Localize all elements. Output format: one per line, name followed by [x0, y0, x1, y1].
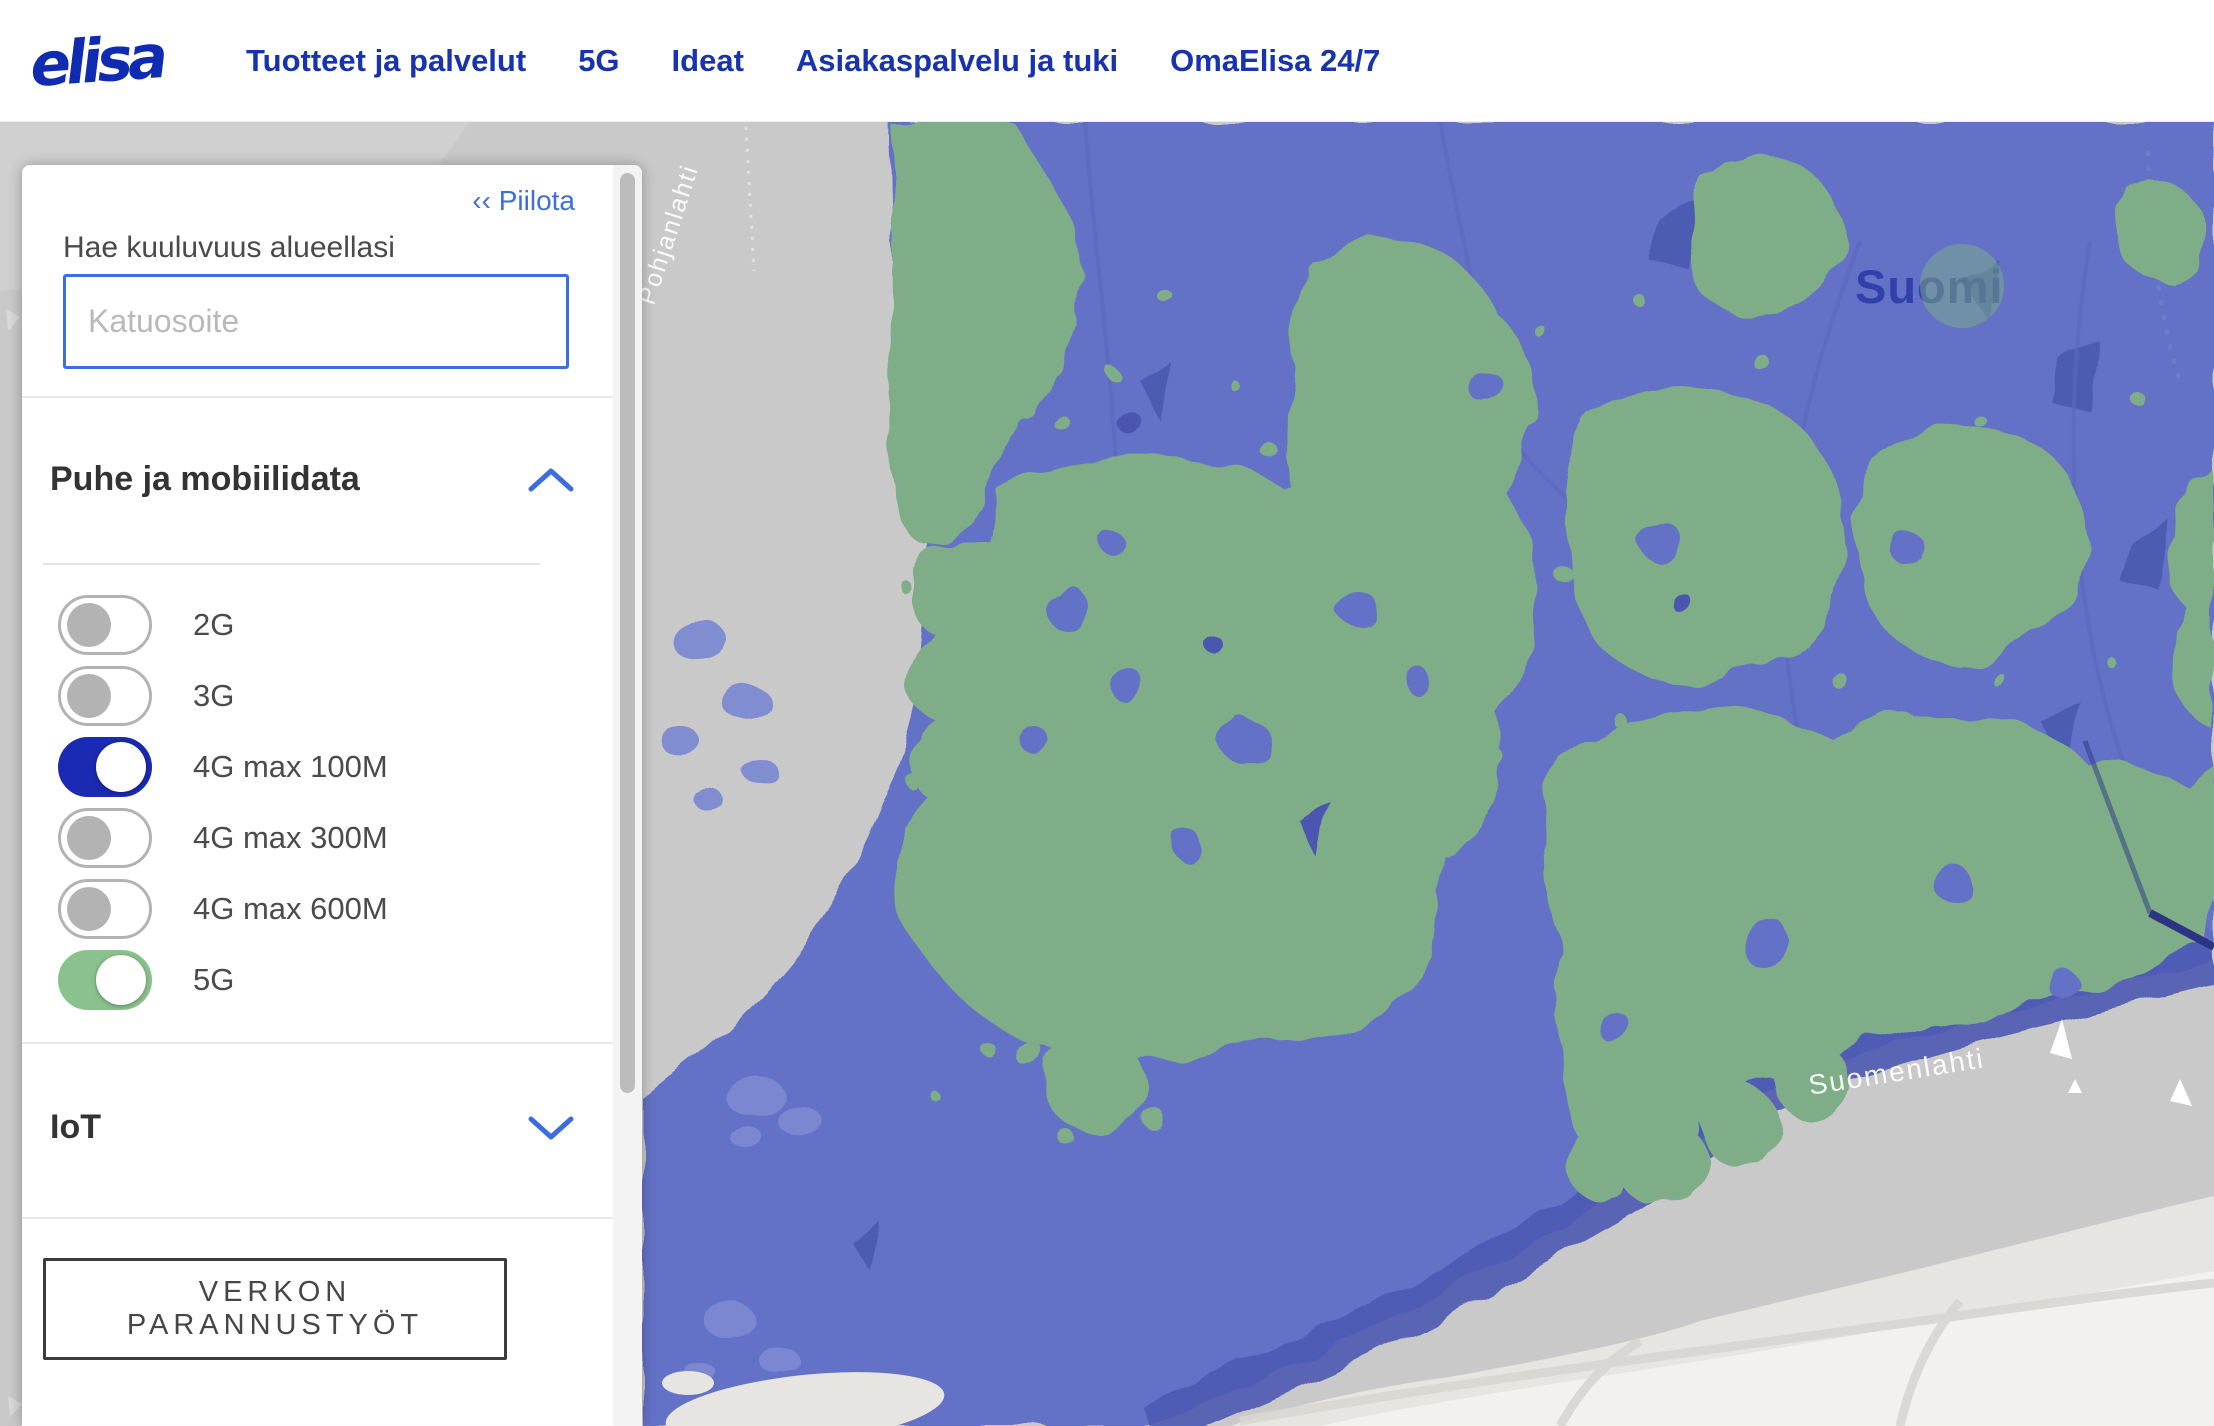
section-title: Puhe ja mobiilidata [50, 460, 360, 498]
coverage-filter-panel: ‹‹ Piilota Hae kuuluvuus alueellasi Puhe… [22, 165, 642, 1426]
toggle-knob [67, 815, 111, 860]
foreign-land [662, 1196, 2214, 1426]
divider [22, 1217, 613, 1219]
network-toggle-list: 2G 3G 4G max 100M 4G max 300M 4G max 600… [22, 565, 613, 1015]
chevron-up-icon[interactable] [527, 467, 575, 493]
toggle-knob [96, 741, 146, 792]
main-nav: Tuotteet ja palvelut 5G Ideat Asiakaspal… [246, 43, 1380, 79]
toggle-label-5g: 5G [193, 961, 235, 997]
section-header-iot[interactable]: IoT [22, 1044, 613, 1147]
nav-item-ideas[interactable]: Ideat [671, 42, 744, 78]
toggle-knob [67, 602, 111, 647]
toggle-2g[interactable] [58, 594, 152, 655]
toggle-label-3g: 3G [193, 677, 235, 713]
toggle-3g[interactable] [58, 665, 152, 726]
chevron-down-icon[interactable] [527, 1115, 575, 1141]
street-address-input[interactable] [63, 274, 569, 369]
toggle-row-4g-600m: 4G max 600M [22, 873, 613, 944]
section-title: IoT [50, 1108, 101, 1146]
nav-item-support[interactable]: Asiakaspalvelu ja tuki [795, 42, 1119, 78]
toggle-row-2g: 2G [22, 589, 613, 660]
map-marker-triangle [2068, 1079, 2082, 1093]
network-improvements-button[interactable]: VERKON PARANNUSTYÖT [43, 1258, 507, 1360]
toggle-label-2g: 2G [193, 606, 235, 642]
search-label: Hae kuuluvuus alueellasi [63, 231, 395, 264]
divider [22, 396, 613, 398]
toggle-5g[interactable] [58, 949, 152, 1010]
elisa-logo[interactable]: elisa [27, 21, 166, 101]
toggle-knob [67, 673, 111, 718]
hide-panel-link[interactable]: ‹‹ Piilota [472, 185, 575, 216]
section-header-mobile[interactable]: Puhe ja mobiilidata [22, 398, 613, 499]
coverage-5g-layer [888, 121, 2214, 1206]
nav-item-omaelisa[interactable]: OmaElisa 24/7 [1170, 42, 1381, 78]
toggle-row-4g-300m: 4G max 300M [22, 802, 613, 873]
toggle-row-4g-100m: 4G max 100M [22, 731, 613, 802]
toggle-label-4g-600m: 4G max 600M [193, 890, 388, 926]
top-nav: elisa Tuotteet ja palvelut 5G Ideat Asia… [0, 0, 2214, 122]
hide-panel-row: ‹‹ Piilota [22, 165, 613, 217]
toggle-4g-300m[interactable] [58, 807, 152, 868]
toggle-row-3g: 3G [22, 660, 613, 731]
toggle-knob [96, 954, 146, 1005]
coverage-map[interactable]: Pohjanlahti Suomi Suomenlahti [0, 121, 2214, 1426]
toggle-row-5g: 5G [22, 944, 613, 1015]
divider [22, 1042, 613, 1044]
sidebar-scrollbar-track[interactable] [613, 165, 642, 1426]
sidebar-scrollbar-thumb[interactable] [620, 173, 635, 1093]
toggle-label-4g-100m: 4G max 100M [193, 748, 388, 784]
toggle-4g-600m[interactable] [58, 878, 152, 939]
coverage-map-canvas: Pohjanlahti Suomi Suomenlahti [0, 121, 2214, 1426]
divider-light [43, 563, 540, 565]
toggle-label-4g-300m: 4G max 300M [193, 819, 388, 855]
nav-item-5g[interactable]: 5G [578, 42, 620, 78]
toggle-4g-100m[interactable] [58, 736, 152, 797]
nav-item-products[interactable]: Tuotteet ja palvelut [246, 42, 527, 78]
toggle-knob [67, 886, 111, 931]
